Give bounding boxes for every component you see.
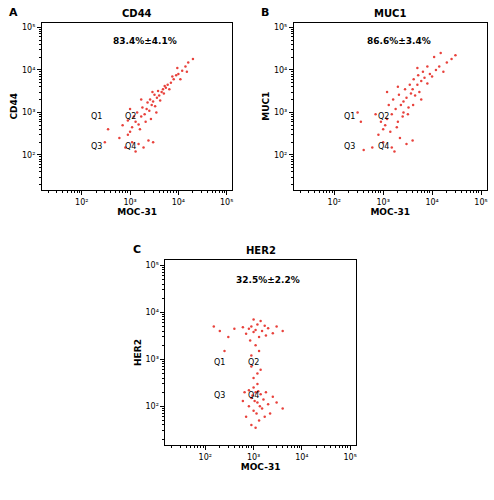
- svg-text:Q4: Q4: [125, 142, 136, 151]
- svg-text:Q1: Q1: [91, 112, 102, 121]
- svg-text:Q3: Q3: [214, 391, 225, 400]
- svg-text:Q1: Q1: [344, 112, 355, 121]
- svg-text:HER2: HER2: [133, 339, 143, 366]
- svg-text:CD44: CD44: [122, 8, 152, 19]
- svg-text:MUC1: MUC1: [374, 8, 406, 19]
- svg-text:MOC-31: MOC-31: [117, 207, 157, 217]
- svg-text:10²: 10²: [199, 453, 212, 462]
- svg-text:HER2: HER2: [246, 245, 276, 256]
- svg-text:Q1: Q1: [214, 358, 225, 367]
- svg-text:10²: 10²: [328, 198, 341, 207]
- svg-text:CD44: CD44: [9, 93, 19, 120]
- svg-text:Q2: Q2: [248, 358, 259, 367]
- svg-text:10³: 10³: [123, 198, 136, 207]
- svg-text:Q3: Q3: [344, 142, 355, 151]
- svg-text:Q3: Q3: [91, 142, 102, 151]
- svg-text:MUC1: MUC1: [261, 92, 271, 121]
- svg-text:MOC-31: MOC-31: [370, 207, 410, 217]
- svg-text:Q2: Q2: [125, 112, 136, 121]
- svg-text:10²: 10²: [22, 151, 35, 160]
- svg-text:10⁴: 10⁴: [172, 198, 185, 207]
- svg-text:10⁴: 10⁴: [22, 66, 35, 75]
- svg-text:B: B: [261, 6, 269, 19]
- svg-text:Q4: Q4: [378, 142, 389, 151]
- svg-text:10⁴: 10⁴: [425, 198, 438, 207]
- svg-text:10⁴: 10⁴: [295, 453, 308, 462]
- svg-text:10²: 10²: [75, 198, 88, 207]
- svg-text:10⁵: 10⁵: [22, 23, 35, 32]
- svg-text:Q4: Q4: [248, 391, 259, 400]
- svg-text:10⁵: 10⁵: [145, 261, 158, 270]
- svg-text:32.5%±2.2%: 32.5%±2.2%: [236, 275, 300, 285]
- svg-text:10⁵: 10⁵: [220, 198, 233, 207]
- svg-text:86.6%±3.4%: 86.6%±3.4%: [367, 36, 431, 46]
- svg-text:A: A: [9, 6, 18, 19]
- svg-text:10³: 10³: [22, 108, 35, 117]
- svg-text:10⁵: 10⁵: [343, 453, 356, 462]
- svg-text:10³: 10³: [145, 355, 158, 364]
- svg-text:10⁴: 10⁴: [145, 308, 158, 317]
- svg-text:10⁵: 10⁵: [274, 23, 287, 32]
- svg-text:10³: 10³: [274, 108, 287, 117]
- svg-text:10⁴: 10⁴: [274, 66, 287, 75]
- svg-text:MOC-31: MOC-31: [241, 462, 281, 472]
- svg-text:C: C: [133, 243, 141, 256]
- svg-text:10³: 10³: [247, 453, 260, 462]
- svg-text:83.4%±4.1%: 83.4%±4.1%: [113, 36, 177, 46]
- svg-text:10⁵: 10⁵: [474, 198, 487, 207]
- svg-text:Q2: Q2: [378, 112, 389, 121]
- svg-text:10²: 10²: [145, 402, 158, 411]
- svg-text:10²: 10²: [274, 151, 287, 160]
- svg-text:10³: 10³: [376, 198, 389, 207]
